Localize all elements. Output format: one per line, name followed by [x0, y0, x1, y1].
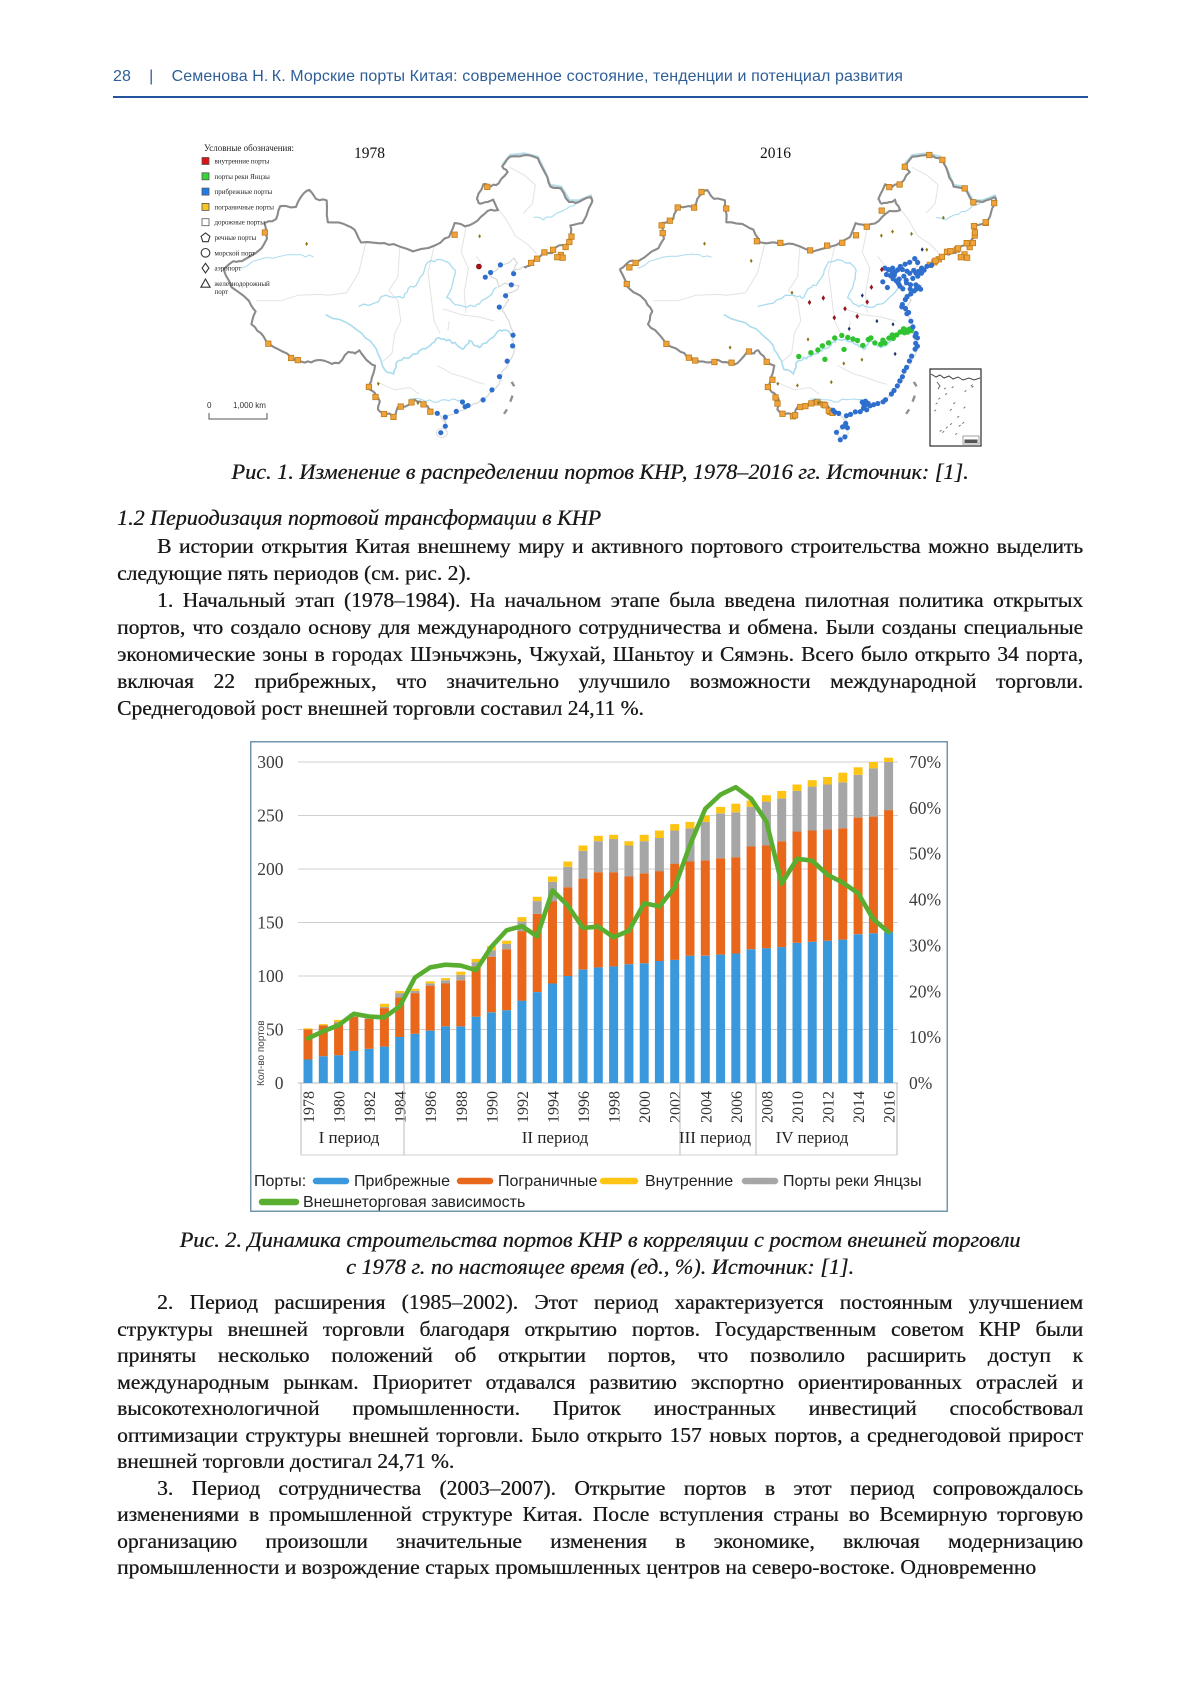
svg-text:1986: 1986 — [423, 1091, 440, 1123]
svg-text:Пограничные: Пограничные — [498, 1173, 597, 1190]
svg-text:2002: 2002 — [668, 1091, 685, 1123]
svg-text:1990: 1990 — [484, 1091, 501, 1123]
svg-text:дорожные порты: дорожные порты — [215, 219, 266, 227]
svg-text:60%: 60% — [909, 798, 941, 818]
svg-text:2004: 2004 — [698, 1091, 715, 1123]
svg-text:1,000 km: 1,000 km — [233, 401, 266, 410]
svg-text:150: 150 — [257, 913, 284, 933]
svg-text:III период: III период — [679, 1128, 751, 1147]
svg-text:1982: 1982 — [362, 1091, 379, 1123]
svg-text:аэропорт: аэропорт — [215, 265, 242, 273]
svg-text:Внутренние: Внутренние — [645, 1173, 733, 1190]
svg-text:морской порт: морской порт — [215, 249, 255, 257]
svg-text:пограничные порты: пограничные порты — [215, 203, 275, 211]
svg-text:0: 0 — [275, 1073, 284, 1093]
svg-text:1988: 1988 — [454, 1091, 471, 1123]
svg-text:50: 50 — [266, 1020, 284, 1040]
svg-text:II период: II период — [522, 1128, 589, 1147]
svg-text:200: 200 — [257, 859, 284, 879]
svg-text:2008: 2008 — [759, 1091, 776, 1123]
svg-text:30%: 30% — [909, 935, 941, 955]
svg-text:порт: порт — [215, 288, 229, 296]
svg-text:2016: 2016 — [882, 1091, 899, 1123]
svg-text:2012: 2012 — [821, 1091, 838, 1123]
svg-text:1996: 1996 — [576, 1091, 593, 1123]
svg-text:1992: 1992 — [515, 1091, 532, 1123]
svg-text:20%: 20% — [909, 981, 941, 1001]
svg-text:1978: 1978 — [354, 145, 385, 162]
svg-text:1994: 1994 — [546, 1091, 563, 1123]
svg-text:Прибрежные: Прибрежные — [354, 1173, 450, 1190]
svg-text:речные порты: речные порты — [215, 234, 257, 242]
svg-text:1980: 1980 — [332, 1091, 349, 1123]
svg-text:Внешнеторговая зависимость: Внешнеторговая зависимость — [303, 1194, 525, 1211]
svg-text:Порты реки Янцзы: Порты реки Янцзы — [783, 1173, 922, 1190]
svg-text:70%: 70% — [909, 752, 941, 772]
svg-text:2000: 2000 — [637, 1091, 654, 1123]
svg-text:0: 0 — [207, 401, 212, 410]
svg-text:порты реки Янцзы: порты реки Янцзы — [215, 173, 271, 181]
svg-text:1978: 1978 — [301, 1091, 318, 1123]
svg-text:2010: 2010 — [790, 1091, 807, 1123]
svg-text:1984: 1984 — [393, 1091, 410, 1123]
svg-text:Порты:: Порты: — [254, 1173, 306, 1190]
svg-text:40%: 40% — [909, 890, 941, 910]
svg-text:2006: 2006 — [729, 1091, 746, 1123]
svg-text:2014: 2014 — [851, 1091, 868, 1123]
svg-text:0%: 0% — [909, 1073, 932, 1093]
svg-text:300: 300 — [257, 752, 284, 772]
svg-text:железнодорожный: железнодорожный — [214, 280, 271, 288]
svg-text:IV период: IV период — [776, 1128, 849, 1147]
svg-text:2016: 2016 — [760, 145, 791, 162]
svg-text:I период: I период — [319, 1128, 380, 1147]
svg-text:внутренние порты: внутренние порты — [215, 158, 270, 166]
svg-text:50%: 50% — [909, 844, 941, 864]
svg-text:прибрежные порты: прибрежные порты — [215, 188, 273, 196]
svg-text:Кол-во портов: Кол-во портов — [256, 1020, 267, 1086]
svg-text:Условные обозначения:: Условные обозначения: — [204, 143, 294, 153]
svg-text:250: 250 — [257, 806, 284, 826]
svg-text:1998: 1998 — [607, 1091, 624, 1123]
svg-text:100: 100 — [257, 966, 284, 986]
svg-text:10%: 10% — [909, 1027, 941, 1047]
